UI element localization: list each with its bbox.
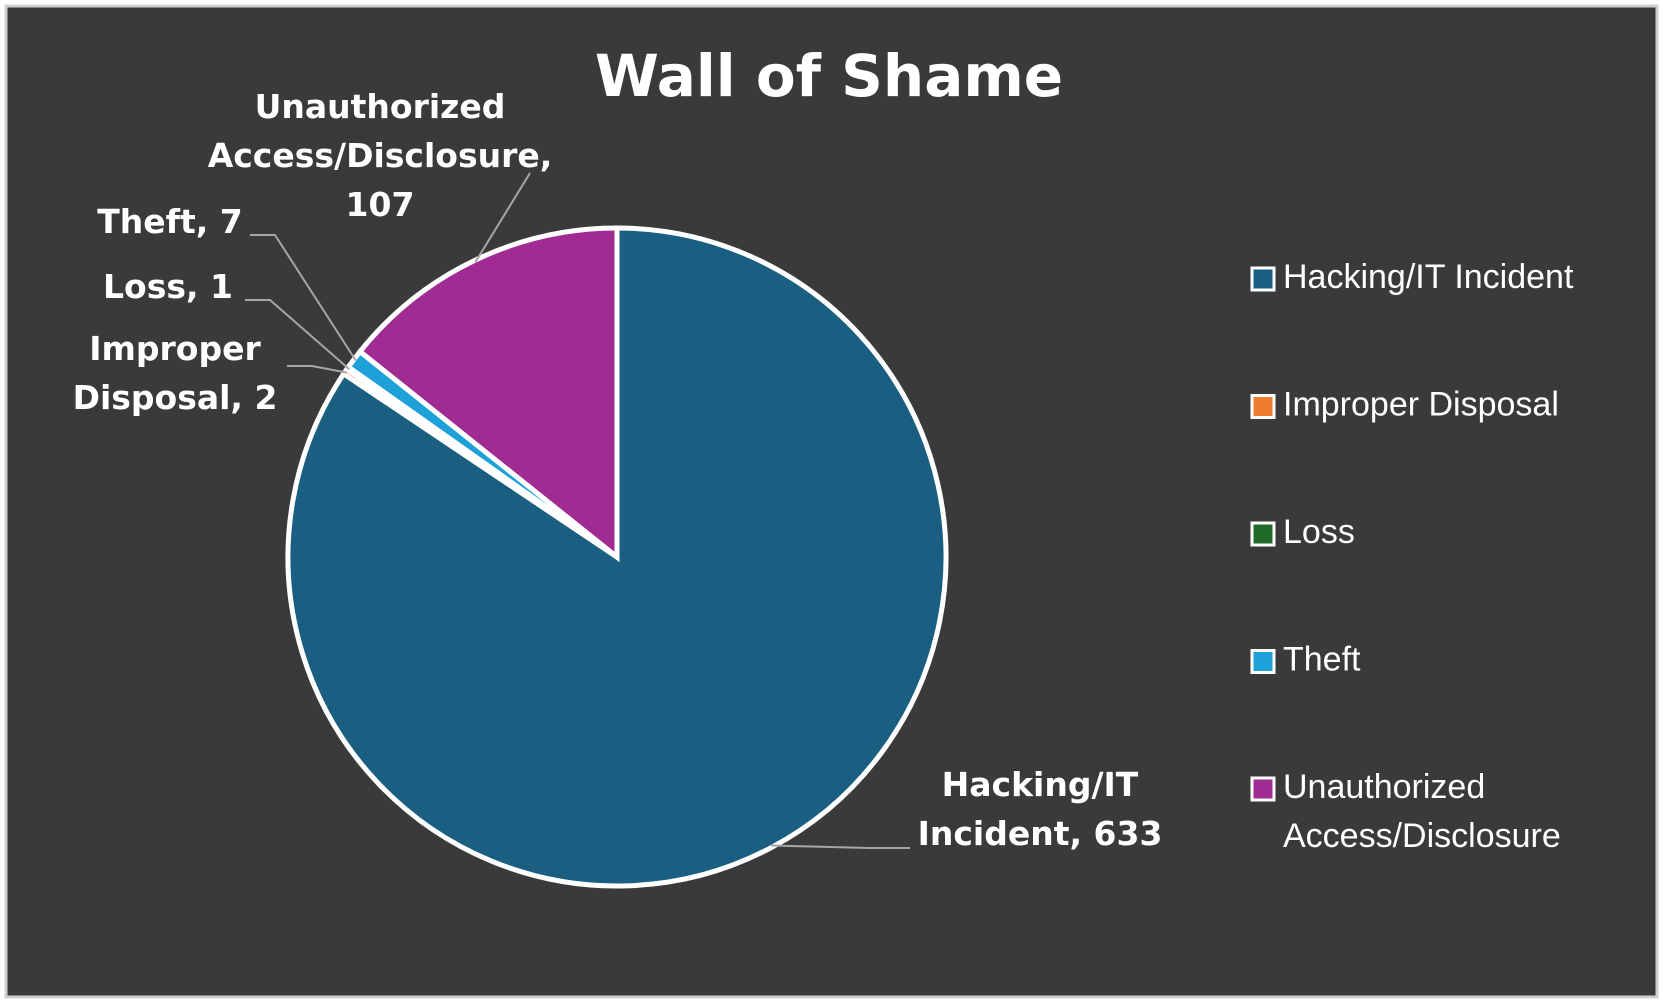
legend-label: Theft — [1283, 640, 1361, 678]
leader-line — [245, 299, 350, 371]
legend-label: Unauthorized Access/Disclosure — [1283, 768, 1561, 855]
leader-line — [770, 844, 910, 849]
legend-label: Loss — [1283, 513, 1355, 551]
legend-marker — [1250, 521, 1276, 547]
legend-label: Hacking/IT Incident — [1283, 258, 1574, 296]
legend-marker — [1250, 776, 1276, 802]
leader-line — [474, 172, 531, 263]
chart-title: Wall of Shame — [595, 42, 1063, 110]
legend-label: Improper Disposal — [1283, 385, 1559, 423]
legend-marker — [1250, 394, 1276, 419]
data-label: Unauthorized Access/Disclosure, 107 — [208, 87, 553, 224]
leader-line — [250, 234, 357, 361]
pie-slice — [356, 225, 620, 563]
data-label: Improper Disposal, 2 — [73, 329, 278, 417]
leader-line — [287, 365, 348, 374]
data-label: Hacking/IT Incident, 633 — [918, 765, 1163, 853]
legend-marker — [1250, 266, 1276, 292]
data-label: Loss, 1 — [103, 267, 233, 306]
legend-marker — [1250, 649, 1276, 674]
data-label: Theft, 7 — [97, 202, 243, 241]
